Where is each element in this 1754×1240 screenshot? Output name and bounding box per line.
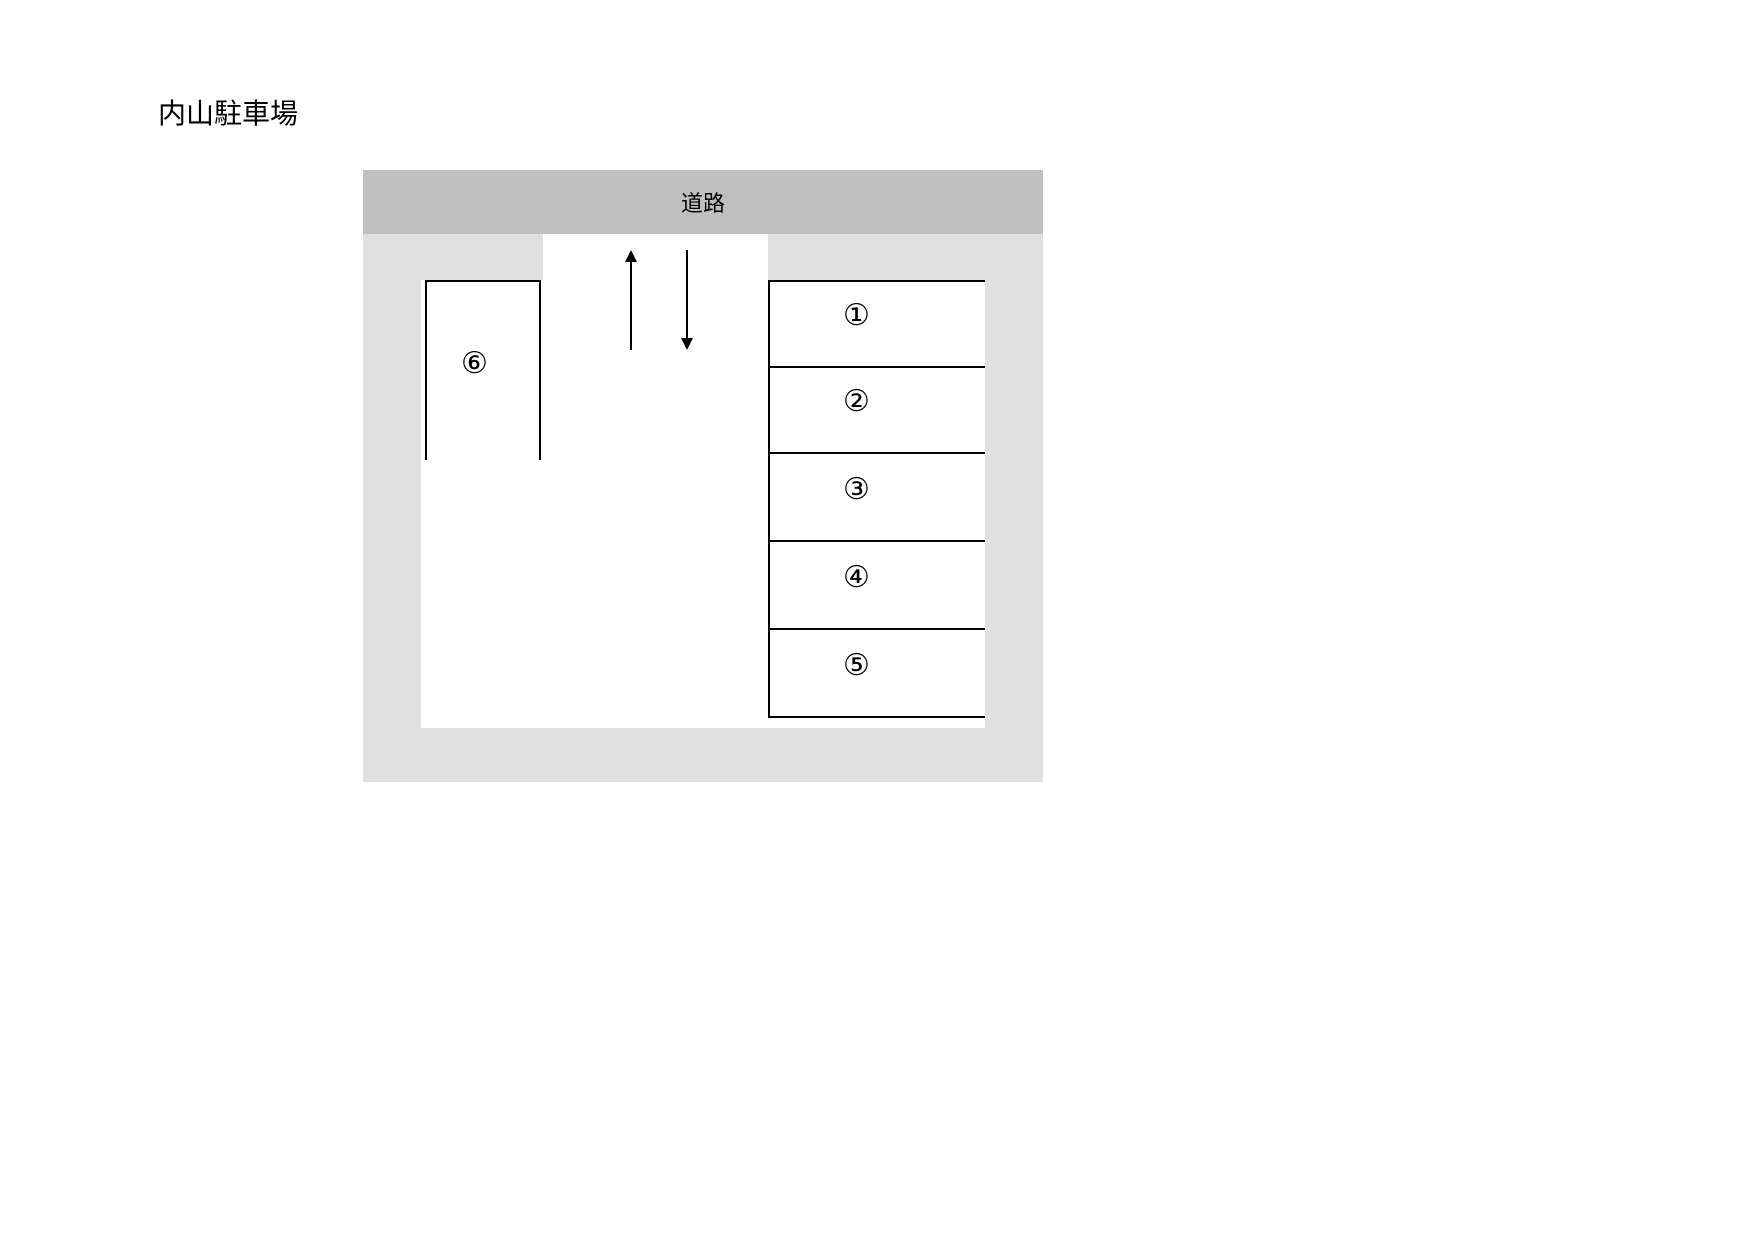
divider-line-4 bbox=[768, 280, 770, 718]
lot-area bbox=[421, 280, 985, 728]
parking-diagram: 道路 ① ② ③ ④ ⑤ ⑥ bbox=[363, 170, 1043, 782]
divider-line-0 bbox=[425, 280, 541, 282]
divider-line-8 bbox=[768, 628, 985, 630]
slot-label-1: ① bbox=[843, 298, 870, 333]
divider-line-2 bbox=[539, 280, 541, 460]
entrance-gap bbox=[543, 234, 768, 280]
slot-label-5: ⑤ bbox=[843, 648, 870, 683]
slot-label-6: ⑥ bbox=[461, 346, 488, 381]
surround-bar-2 bbox=[363, 280, 421, 782]
road-bar: 道路 bbox=[363, 170, 1043, 234]
surround-bar-1 bbox=[768, 234, 1043, 280]
divider-line-3 bbox=[768, 280, 985, 282]
arrow-down-icon bbox=[681, 250, 693, 350]
surround-bar-4 bbox=[363, 728, 1043, 782]
slot-label-2: ② bbox=[843, 384, 870, 419]
page-title: 内山駐車場 bbox=[158, 92, 298, 132]
divider-line-1 bbox=[425, 280, 427, 460]
divider-line-7 bbox=[768, 540, 985, 542]
surround-bar-0 bbox=[363, 234, 543, 280]
slot-label-3: ③ bbox=[843, 472, 870, 507]
divider-line-5 bbox=[768, 366, 985, 368]
slot-label-4: ④ bbox=[843, 560, 870, 595]
divider-line-9 bbox=[768, 716, 985, 718]
divider-line-6 bbox=[768, 452, 985, 454]
road-label: 道路 bbox=[363, 170, 1043, 234]
surround-bar-3 bbox=[985, 280, 1043, 782]
arrow-up-icon bbox=[625, 250, 637, 350]
